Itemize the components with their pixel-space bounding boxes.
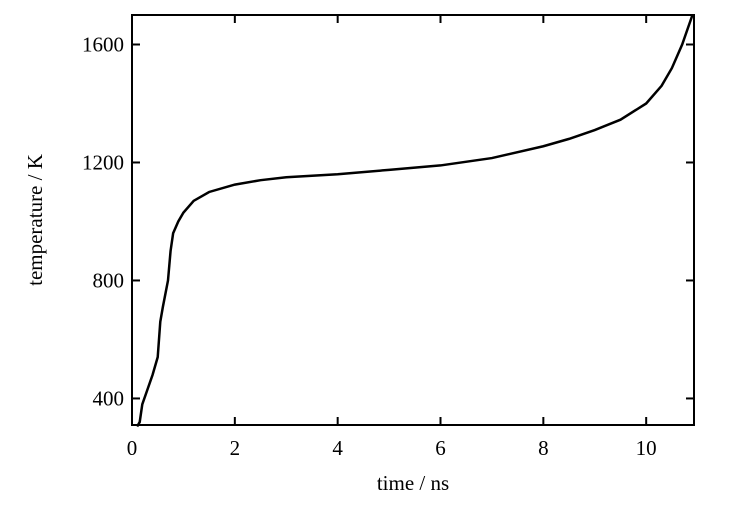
x-tick-label: 10 — [636, 436, 657, 460]
x-tick-label: 2 — [230, 436, 241, 460]
y-tick-label: 1600 — [82, 32, 124, 56]
y-tick-label: 1200 — [82, 150, 124, 174]
plot-frame — [131, 14, 695, 426]
x-tick-label: 0 — [127, 436, 138, 460]
x-tick-label: 4 — [332, 436, 343, 460]
line — [136, 14, 694, 428]
x-axis-label: time / ns — [377, 471, 449, 495]
y-tick-label: 800 — [93, 268, 125, 292]
x-tick-label: 6 — [435, 436, 446, 460]
x-tick-label: 8 — [538, 436, 549, 460]
y-tick-label: 400 — [93, 386, 125, 410]
y-axis-label: temperature / K — [23, 154, 47, 286]
